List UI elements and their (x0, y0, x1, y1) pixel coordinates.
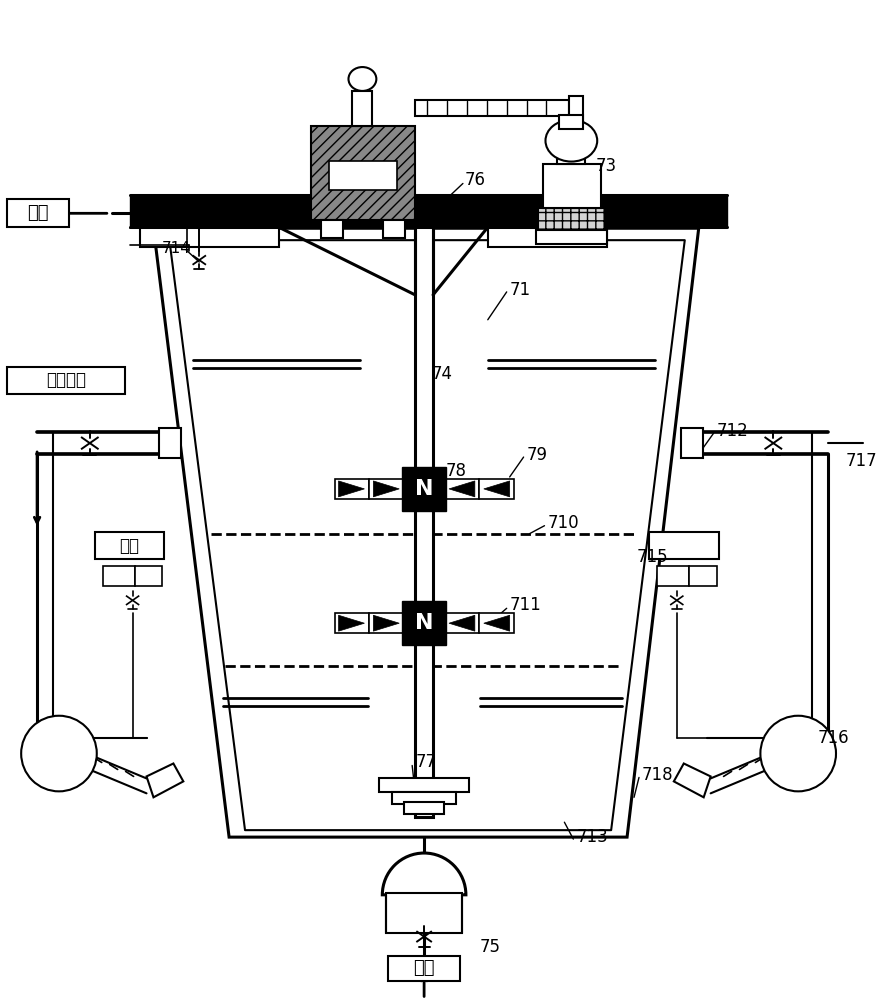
Text: 出料: 出料 (28, 204, 49, 222)
Polygon shape (674, 763, 710, 797)
Polygon shape (484, 615, 510, 631)
Text: 药剂: 药剂 (119, 537, 140, 555)
Polygon shape (449, 481, 475, 497)
Bar (388, 956, 460, 981)
Text: 75: 75 (480, 938, 501, 956)
Polygon shape (335, 479, 369, 499)
Polygon shape (374, 481, 400, 497)
Bar (159, 428, 182, 458)
Polygon shape (449, 615, 475, 631)
Polygon shape (369, 613, 404, 633)
Bar (402, 467, 446, 511)
Polygon shape (484, 481, 510, 497)
Text: 711: 711 (510, 596, 541, 614)
Polygon shape (374, 615, 400, 631)
Polygon shape (147, 763, 183, 797)
Polygon shape (479, 479, 514, 499)
Bar (379, 778, 469, 792)
Bar (102, 566, 134, 586)
Bar (384, 220, 405, 238)
Ellipse shape (349, 67, 376, 91)
Bar (538, 208, 605, 230)
Bar (544, 164, 602, 208)
Text: 710: 710 (547, 514, 579, 532)
Polygon shape (338, 615, 364, 631)
Text: N: N (415, 479, 433, 499)
Bar (352, 91, 372, 126)
Bar (402, 601, 446, 645)
Bar (649, 532, 718, 559)
Text: 71: 71 (510, 281, 530, 299)
Bar (570, 96, 583, 120)
Bar (557, 150, 586, 164)
Circle shape (21, 716, 97, 791)
Bar (415, 100, 570, 116)
Bar (134, 566, 163, 586)
Polygon shape (338, 481, 364, 497)
Polygon shape (444, 613, 479, 633)
Polygon shape (153, 228, 699, 837)
Bar (392, 792, 456, 804)
Bar (95, 532, 165, 559)
Text: 76: 76 (465, 171, 486, 189)
Text: 713: 713 (577, 828, 608, 846)
Text: 72: 72 (691, 209, 712, 227)
Bar (404, 802, 444, 814)
Polygon shape (479, 613, 514, 633)
Text: 717: 717 (846, 452, 878, 470)
Bar (560, 115, 583, 129)
Polygon shape (369, 479, 404, 499)
Text: 78: 78 (446, 462, 467, 480)
Bar (311, 126, 415, 220)
Bar (7, 199, 69, 227)
Bar (140, 227, 279, 247)
Bar (536, 230, 607, 244)
Text: 74: 74 (432, 365, 453, 383)
Text: 79: 79 (527, 446, 547, 464)
Bar (681, 428, 703, 458)
Text: 718: 718 (642, 766, 674, 784)
Circle shape (760, 716, 836, 791)
Text: N: N (415, 613, 433, 633)
Bar (689, 566, 716, 586)
Text: 入料: 入料 (413, 959, 435, 977)
Bar (657, 566, 689, 586)
Wedge shape (383, 853, 465, 895)
Text: 714: 714 (161, 241, 190, 256)
Bar (386, 893, 462, 933)
Bar (488, 227, 607, 247)
Bar (130, 195, 726, 227)
Text: 716: 716 (818, 729, 850, 747)
Text: 712: 712 (716, 422, 748, 440)
Bar (328, 161, 397, 190)
Polygon shape (335, 613, 369, 633)
Text: 循环矿浆: 循环矿浆 (46, 371, 86, 389)
Ellipse shape (546, 120, 597, 162)
Polygon shape (444, 479, 479, 499)
Text: 77: 77 (415, 753, 436, 771)
Bar (7, 367, 125, 394)
Text: 73: 73 (595, 157, 617, 175)
Bar (320, 220, 343, 238)
Bar (415, 227, 433, 817)
Text: 715: 715 (637, 548, 668, 566)
